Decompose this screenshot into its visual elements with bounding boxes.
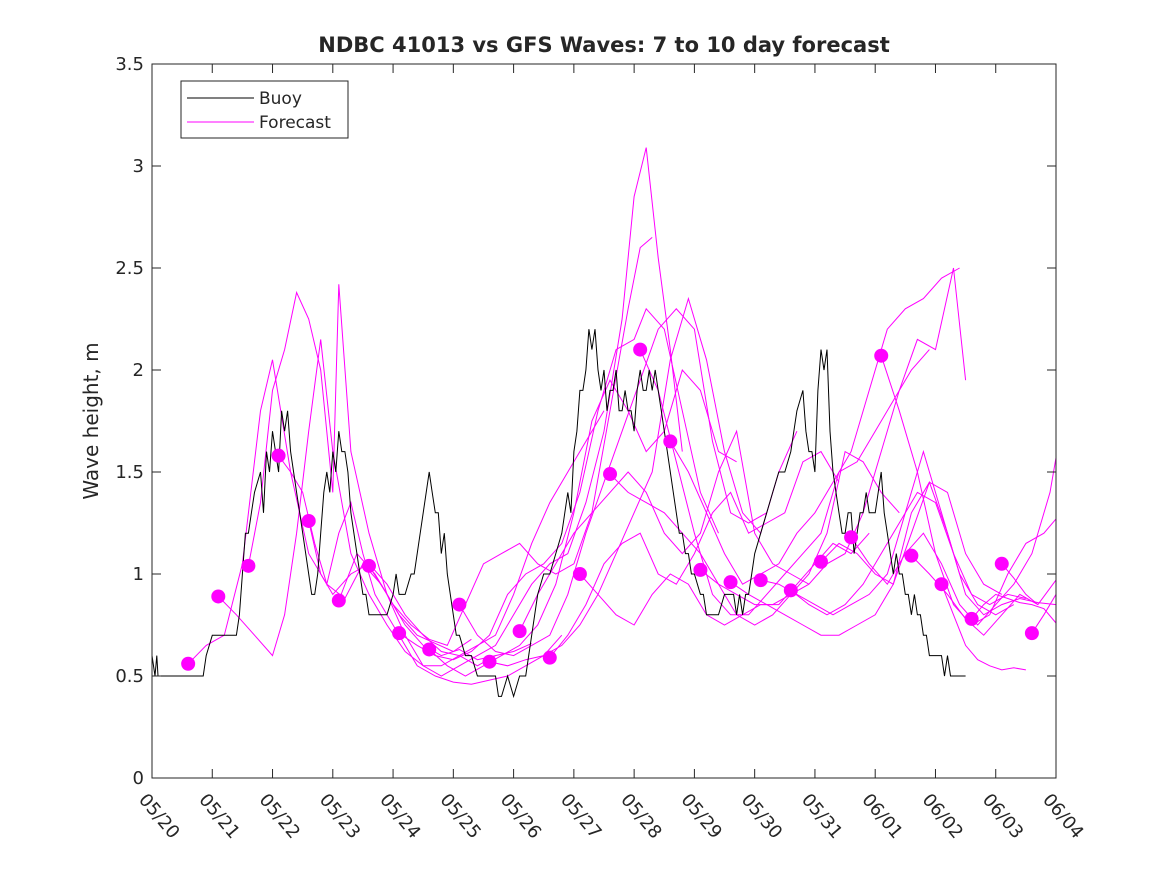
forecast-start-marker	[783, 583, 798, 598]
forecast-start-marker	[723, 575, 738, 590]
legend-buoy-label: Buoy	[259, 89, 302, 109]
forecast-line	[790, 491, 1027, 616]
forecast-start-marker	[663, 434, 678, 449]
forecast-line	[609, 450, 900, 626]
legend: Buoy Forecast	[180, 80, 349, 139]
forecast-start-marker	[844, 530, 859, 545]
forecast-start-marker	[331, 593, 346, 608]
forecast-start-marker	[211, 589, 226, 604]
forecast-start-marker	[603, 467, 618, 482]
forecast-line	[278, 455, 563, 685]
forecast-start-marker	[482, 654, 497, 669]
forecast-start-marker	[301, 513, 316, 528]
plot-area	[152, 64, 1056, 778]
forecast-line	[428, 368, 737, 677]
forecast-line	[820, 481, 1057, 616]
y-axis-label: Wave height, m	[79, 342, 103, 499]
forecast-start-marker	[422, 642, 437, 657]
y-tick-label: 1	[133, 564, 144, 585]
forecast-start-marker	[904, 548, 919, 563]
forecast-line	[458, 308, 767, 657]
forecast-line	[368, 147, 683, 677]
forecast-line	[730, 481, 1003, 636]
axes-box	[151, 63, 1057, 779]
legend-forecast-label: Forecast	[259, 113, 331, 133]
chart-title: NDBC 41013 vs GFS Waves: 7 to 10 day for…	[318, 33, 889, 57]
legend-box	[180, 80, 349, 139]
forecast-line	[850, 457, 1057, 626]
forecast-start-marker	[241, 558, 256, 573]
forecast-start-marker	[512, 624, 527, 639]
forecast-start-marker	[452, 597, 467, 612]
forecast-start-marker	[633, 342, 648, 357]
y-tick-label: 2	[133, 360, 144, 381]
forecast-start-marker	[964, 611, 979, 626]
forecast-start-marker	[813, 554, 828, 569]
forecast-start-marker	[181, 656, 196, 671]
forecast-line	[1031, 594, 1057, 634]
forecast-start-marker	[542, 650, 557, 665]
forecast-start-marker	[572, 567, 587, 581]
y-tick-label: 0.5	[115, 666, 144, 687]
forecast-start-marker	[361, 558, 376, 573]
y-tick-label: 3.5	[115, 54, 144, 75]
y-tick-label: 0	[133, 768, 144, 789]
y-tick-label: 1.5	[115, 462, 144, 483]
forecast-start-marker	[994, 556, 1009, 571]
forecast-line	[398, 307, 719, 661]
forecast-line	[971, 593, 1057, 624]
forecast-start-marker	[1024, 626, 1039, 641]
data-layer	[151, 147, 1057, 699]
forecast-line	[941, 584, 1026, 671]
forecast-start-marker	[392, 626, 407, 641]
forecast-line	[519, 429, 810, 632]
forecast-line	[669, 267, 960, 585]
buoy-line	[151, 329, 966, 699]
forecast-start-marker	[753, 573, 768, 588]
forecast-line	[489, 296, 798, 667]
y-tick-label: 3	[133, 156, 144, 177]
forecast-line	[338, 237, 653, 647]
forecast-line	[639, 349, 930, 616]
forecast-start-marker	[693, 562, 708, 577]
forecast-start-marker	[874, 348, 889, 363]
forecast-start-marker	[271, 448, 286, 463]
forecast-line	[247, 284, 532, 661]
forecast-line	[700, 267, 967, 606]
forecast-line	[217, 339, 496, 667]
y-tick-label: 2.5	[115, 258, 144, 279]
forecast-start-marker	[934, 577, 949, 592]
forecast-line	[549, 450, 840, 658]
forecast-line	[1001, 563, 1039, 605]
